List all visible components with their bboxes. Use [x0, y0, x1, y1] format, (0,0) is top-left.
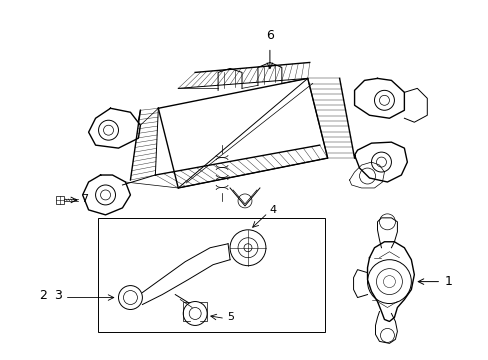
Text: 6: 6 [265, 28, 273, 41]
Text: 1: 1 [443, 275, 451, 288]
Text: 5: 5 [226, 312, 234, 323]
Text: 7: 7 [81, 194, 87, 204]
Text: 3: 3 [54, 289, 61, 302]
Bar [98, 218, 324, 332]
Text: 4: 4 [269, 205, 277, 215]
Bar [56, 196, 63, 204]
Text: 2: 2 [39, 289, 47, 302]
